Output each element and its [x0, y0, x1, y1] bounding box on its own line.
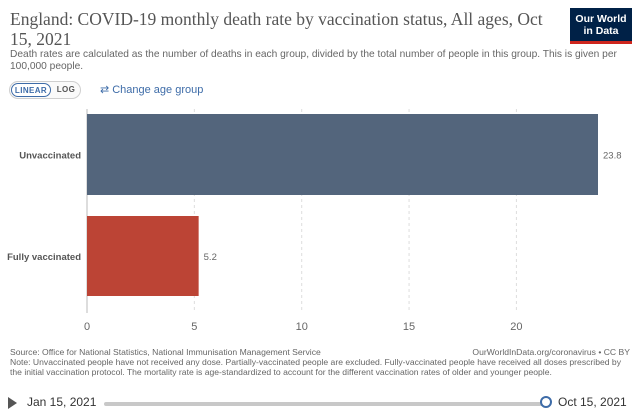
x-tick-label: 15 — [403, 321, 415, 333]
linear-scale-button[interactable]: LINEAR — [11, 83, 51, 97]
value-label: 23.8 — [603, 151, 622, 162]
timeline-start-date: Jan 15, 2021 — [27, 395, 97, 409]
category-label: Unvaccinated — [19, 151, 81, 162]
scale-toggle[interactable]: LINEAR LOG — [9, 81, 81, 99]
swap-arrows-icon: ⇄ — [100, 84, 110, 96]
value-label: 5.2 — [204, 252, 217, 263]
chart-title: England: COVID-19 monthly death rate by … — [10, 9, 543, 49]
bar-fully-vaccinated — [87, 216, 199, 296]
source-text: Source: Office for National Statistics, … — [10, 347, 321, 357]
timeline-track[interactable] — [104, 402, 547, 406]
change-age-group-button[interactable]: ⇄ Change age group — [100, 83, 203, 96]
timeline: Jan 15, 2021 Oct 15, 2021 — [0, 392, 640, 416]
log-scale-button[interactable]: LOG — [56, 85, 76, 94]
timeline-end-date: Oct 15, 2021 — [558, 395, 627, 409]
chart-footer: Source: Office for National Statistics, … — [10, 347, 630, 377]
logo-text: Our World in Data — [575, 13, 627, 37]
bar-chart: 0 5 10 15 20 Unvaccinated 23.8 Fully vaccinated… — [7, 109, 622, 333]
timeline-handle[interactable] — [540, 396, 552, 408]
x-tick-label: 10 — [296, 321, 308, 333]
x-tick-label: 20 — [510, 321, 522, 333]
x-tick-label: 0 — [84, 321, 90, 333]
owid-logo[interactable]: Our World in Data — [570, 8, 632, 44]
note-text: Note: Unvaccinated people have not recei… — [10, 357, 621, 377]
category-label: Fully vaccinated — [7, 252, 81, 263]
logo-accent-bar — [570, 41, 632, 44]
bar-unvaccinated — [87, 114, 598, 195]
credit-link[interactable]: OurWorldInData.org/coronavirus • CC BY — [472, 347, 630, 357]
play-icon[interactable] — [8, 397, 17, 409]
chart-subtitle: Death rates are calculated as the number… — [10, 49, 617, 72]
x-tick-label: 5 — [191, 321, 197, 333]
change-age-group-label: Change age group — [112, 84, 204, 96]
